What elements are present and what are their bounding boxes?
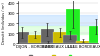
- Bar: [76, 41, 90, 44]
- Bar: [28, 35, 42, 44]
- Bar: [63, 36, 77, 44]
- Y-axis label: Densité (individus / m²): Densité (individus / m²): [2, 2, 6, 43]
- Bar: [66, 10, 80, 44]
- Bar: [18, 26, 98, 34]
- Bar: [89, 27, 100, 44]
- Bar: [41, 43, 54, 44]
- Bar: [53, 33, 67, 44]
- Legend: Aneciques, Epiges, Endoges: Aneciques, Epiges, Endoges: [29, 55, 87, 56]
- Bar: [15, 33, 29, 44]
- Bar: [41, 30, 54, 44]
- Bar: [18, 16, 98, 25]
